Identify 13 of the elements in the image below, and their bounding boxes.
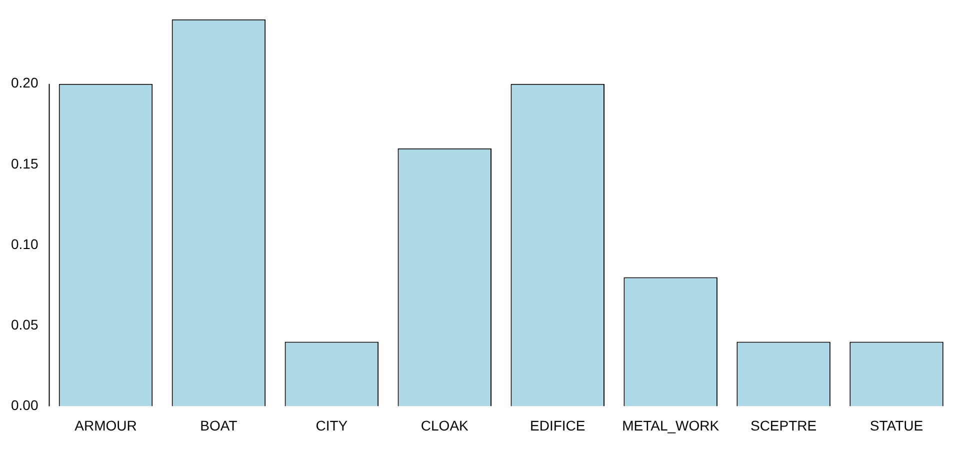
y-tick-label: 0.05 xyxy=(11,316,38,332)
x-tick-label: STATUE xyxy=(870,417,924,434)
x-tick-label: CITY xyxy=(316,417,348,434)
y-tick-label: 0.20 xyxy=(11,74,38,91)
x-tick-label: EDIFICE xyxy=(530,417,586,434)
x-tick-label: BOAT xyxy=(200,417,238,434)
y-tick-label: 0.10 xyxy=(11,236,38,252)
y-tick-label: 0.00 xyxy=(11,397,38,414)
x-tick-label: SCEPTRE xyxy=(750,417,817,434)
y-tick-label: 0.15 xyxy=(11,155,38,172)
x-tick-label: ARMOUR xyxy=(74,417,137,434)
x-tick-label: METAL_WORK xyxy=(622,417,720,434)
x-tick-label: CLOAK xyxy=(420,417,470,434)
